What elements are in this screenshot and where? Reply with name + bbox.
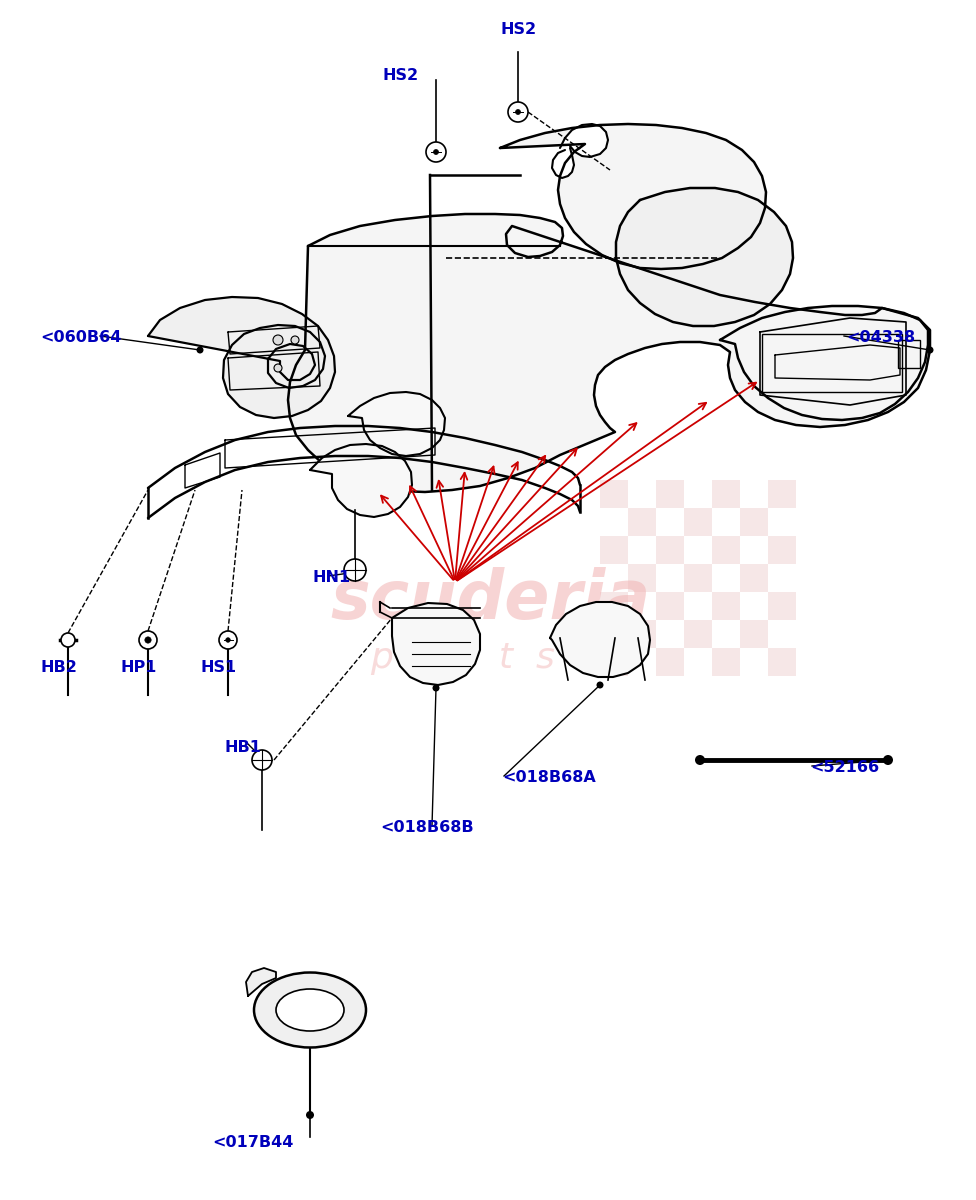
Bar	[600, 536, 628, 564]
Polygon shape	[288, 214, 930, 492]
Circle shape	[139, 631, 157, 649]
Circle shape	[515, 109, 520, 114]
Bar	[712, 648, 740, 676]
Text: HS2: HS2	[382, 68, 418, 83]
Polygon shape	[500, 124, 766, 269]
Bar	[656, 536, 684, 564]
Circle shape	[219, 631, 237, 649]
Bar	[656, 480, 684, 508]
Circle shape	[432, 684, 439, 691]
Circle shape	[225, 637, 230, 642]
Bar	[684, 564, 712, 592]
Bar	[600, 592, 628, 620]
Bar	[768, 536, 796, 564]
Bar	[600, 480, 628, 508]
Text: scuderia: scuderia	[330, 566, 650, 634]
Text: <018B68A: <018B68A	[502, 770, 595, 785]
Text: p  a  r  t  s: p a r t s	[370, 641, 555, 674]
Bar	[768, 592, 796, 620]
Circle shape	[926, 347, 933, 354]
Circle shape	[196, 347, 204, 354]
Circle shape	[144, 637, 151, 643]
Bar	[768, 648, 796, 676]
Text: <018B68B: <018B68B	[380, 820, 473, 835]
Polygon shape	[560, 124, 608, 157]
Polygon shape	[552, 148, 574, 178]
Bar	[740, 564, 768, 592]
Circle shape	[695, 755, 705, 766]
Polygon shape	[616, 188, 793, 326]
Text: HN1: HN1	[312, 570, 350, 584]
Bar	[684, 508, 712, 536]
Polygon shape	[392, 602, 480, 685]
Polygon shape	[246, 968, 276, 996]
Circle shape	[273, 335, 283, 346]
Circle shape	[433, 150, 438, 155]
Circle shape	[291, 336, 299, 344]
Polygon shape	[310, 444, 412, 517]
Bar	[628, 620, 656, 648]
Text: <52166: <52166	[810, 760, 879, 775]
Circle shape	[306, 1111, 314, 1118]
Circle shape	[508, 102, 528, 122]
Bar	[712, 480, 740, 508]
Bar	[740, 620, 768, 648]
Text: <04338: <04338	[846, 330, 915, 346]
Bar	[656, 648, 684, 676]
Text: <017B44: <017B44	[213, 1135, 294, 1150]
Text: <060B64: <060B64	[40, 330, 121, 346]
Bar	[600, 648, 628, 676]
Circle shape	[274, 364, 282, 372]
Bar	[628, 564, 656, 592]
Polygon shape	[148, 296, 335, 418]
Polygon shape	[550, 602, 650, 677]
Polygon shape	[720, 306, 928, 420]
Ellipse shape	[276, 989, 344, 1031]
Text: HS2: HS2	[500, 22, 536, 37]
Polygon shape	[348, 392, 445, 456]
Bar	[898, 340, 920, 368]
Bar	[768, 480, 796, 508]
Circle shape	[596, 682, 603, 689]
Bar	[712, 592, 740, 620]
Circle shape	[883, 755, 893, 766]
Bar	[712, 536, 740, 564]
Bar	[740, 508, 768, 536]
Bar	[628, 508, 656, 536]
Bar	[656, 592, 684, 620]
Text: HB1: HB1	[224, 740, 261, 755]
Bar	[684, 620, 712, 648]
Bar	[762, 334, 902, 392]
Circle shape	[61, 634, 75, 647]
Ellipse shape	[254, 972, 366, 1048]
Text: HB2: HB2	[40, 660, 77, 674]
Circle shape	[884, 756, 891, 763]
Text: HP1: HP1	[120, 660, 156, 674]
Circle shape	[252, 750, 272, 770]
Text: HS1: HS1	[200, 660, 236, 674]
Circle shape	[344, 559, 366, 581]
Circle shape	[426, 142, 446, 162]
